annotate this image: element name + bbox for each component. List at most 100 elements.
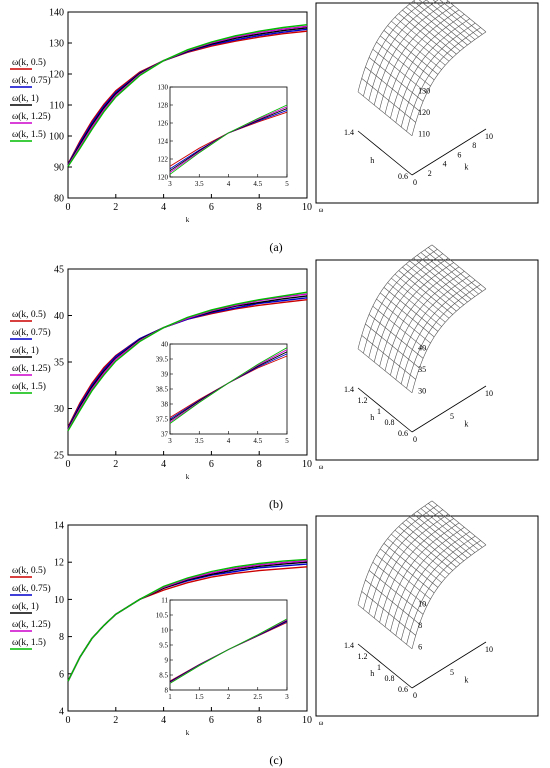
h-tick-label: 1.4 [344,641,354,650]
z-tick-label: 110 [418,129,430,138]
legend-label: ω(k, 0.75) [12,327,51,338]
y-tick-label: 10 [54,595,64,606]
inset-y-tick-label: 37 [161,431,169,439]
z-tick-label: 130 [418,86,430,95]
surface-grid-line [409,260,464,306]
surface-grid-line [376,554,431,600]
surface-plot: 10 8 6 4 2 0 1.4 0.6 130 120 110 k h [344,0,493,187]
surface-grid-line [446,0,487,33]
legend-label: ω(k, 0.75) [12,583,51,594]
y-tick-label: 14 [54,521,64,532]
x-axis-label: k [186,729,190,737]
inset-frame [169,86,288,178]
series-line [67,24,308,167]
x-tick-label: 0 [66,459,71,470]
surface-frame [315,259,539,461]
h-tick-label: 1 [377,663,381,672]
surface-grid-line [402,266,457,312]
inset-y-tick-label: 38.5 [156,386,169,394]
surface-grid-line [368,314,424,359]
inset-series-line [169,618,288,684]
omega-label: ω [319,463,324,471]
surface-grid-line [383,543,439,588]
inset-y-tick-label: 39 [161,371,169,379]
surface-grid-line [398,270,453,315]
legend-label: ω(k, 0.75) [12,75,51,86]
surface-grid-line [387,538,442,583]
h-tick-label: 0.6 [398,685,408,694]
inset-y-tick-label: 8.5 [159,672,168,680]
surface-grid-line [424,505,479,551]
surface-grid-line [391,533,446,579]
surface-grid-line [372,561,427,607]
inset-x-tick-label: 5 [285,180,289,188]
y-tick-label: 120 [49,70,64,81]
surface-grid-line [368,57,424,102]
k-tick-label: 10 [485,389,493,398]
y-tick-label: 30 [54,404,64,415]
inset-y-tick-label: 126 [158,120,169,128]
x-tick-label: 10 [302,459,312,470]
surface-grid-line [380,548,435,594]
x-tick-label: 4 [161,202,166,213]
surface-grid-line [387,25,442,70]
series-line [67,291,308,432]
panel-caption: (a) [269,240,282,254]
inset-y-tick-label: 120 [158,174,169,182]
inset-x-tick-label: 2 [227,693,231,701]
y-tick-label: 100 [49,132,64,143]
surface-grid-line [428,247,483,292]
inset-y-tick-label: 38 [161,401,169,409]
legend-label: ω(k, 1.25) [12,619,51,630]
legend-label: ω(k, 1) [12,93,39,104]
legend-label: ω(k, 1.5) [12,129,46,140]
inset-x-tick-label: 3 [285,693,289,701]
surface-grid-line [432,0,479,38]
z-tick-label: 10 [418,599,426,608]
h-tick-label: 0.6 [398,429,408,438]
k-axis [411,128,487,176]
y-tick-label: 140 [49,8,64,19]
inset-x-tick-label: 3.5 [195,180,204,188]
inset-x-tick-label: 3 [168,437,172,445]
surface-grid-line [418,0,472,43]
surface-grid-line [417,255,472,300]
surface-plot: 10 5 0 1.4 1.2 1 0.80.6 40 35 30 k h [344,244,493,444]
x-tick-label: 4 [161,715,166,726]
x-tick-label: 0 [66,202,71,213]
k-axis [411,641,487,689]
h-axis-label: h [370,156,374,165]
inset-series-line [169,347,288,424]
surface-grid-line [431,500,487,546]
surface-grid-line [394,273,450,319]
legend-label: ω(k, 0.5) [12,565,46,576]
inset-y-tick-label: 11 [161,597,168,605]
surface-grid-line [365,323,420,369]
x-tick-label: 8 [257,459,262,470]
y-tick-label: 4 [59,707,64,718]
surface-grid-line [383,30,439,75]
x-tick-label: 2 [113,459,118,470]
z-tick-label: 8 [418,621,422,630]
h-tick-label: 1.2 [358,652,368,661]
inset-x-tick-label: 4 [227,180,231,188]
legend-label: ω(k, 0.5) [12,57,46,68]
k-tick-label: 10 [485,645,493,654]
surface-grid-line [398,526,453,571]
inset-y-tick-label: 8 [165,687,169,695]
inset-x-tick-label: 4 [227,437,231,445]
surface-grid-line [428,503,483,548]
inset-x-tick-label: 1.5 [195,693,204,701]
x-tick-label: 8 [257,715,262,726]
inset-y-tick-label: 10 [161,627,169,635]
surface-grid-line [387,282,442,327]
surface-grid-line [431,244,487,290]
h-tick-label: 0.8 [385,674,395,683]
inset-y-tick-label: 128 [158,102,169,110]
surface-grid-line [394,16,450,62]
x-tick-label: 2 [113,202,118,213]
surface-grid-line [409,516,464,562]
h-tick-label: 1 [377,407,381,416]
